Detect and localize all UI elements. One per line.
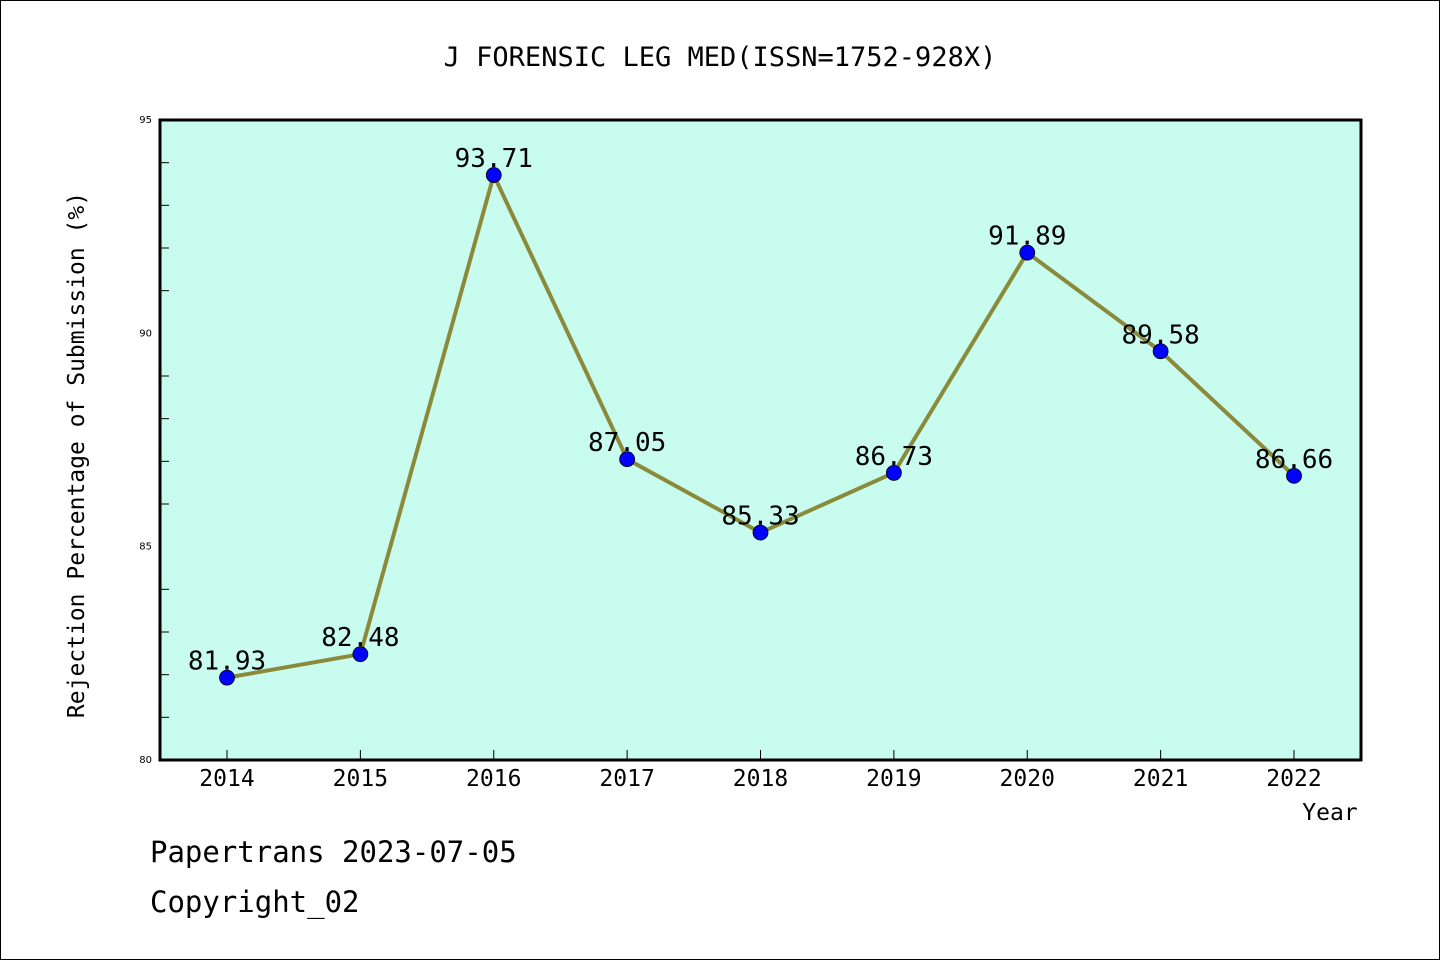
data-label: 82.48 <box>321 623 399 653</box>
data-label: 87.05 <box>588 428 666 458</box>
x-tick-label: 2021 <box>1133 766 1188 792</box>
x-tick-label: 2022 <box>1266 766 1321 792</box>
x-tick-label: 2017 <box>599 766 654 792</box>
x-tick-label: 2020 <box>1000 766 1055 792</box>
footer-source: Papertrans 2023-07-05 <box>150 835 517 869</box>
data-label: 86.73 <box>855 442 933 472</box>
data-point <box>1019 244 1036 261</box>
y-axis-label: Rejection Percentage of Submission (%) <box>64 192 90 718</box>
data-label: 81.93 <box>188 647 266 677</box>
footer-copyright: Copyright_02 <box>150 885 360 919</box>
data-label: 89.58 <box>1121 320 1199 350</box>
y-tick-label: 85 <box>139 542 152 553</box>
data-label: 86.66 <box>1255 445 1333 475</box>
y-tick-label: 90 <box>139 328 152 339</box>
data-label: 91.89 <box>988 222 1066 252</box>
x-tick-label: 2018 <box>733 766 788 792</box>
x-axis-ticks: 2014 2015 2016 2017 2018 2019 2020 2021 2022 <box>199 750 1322 792</box>
x-axis-label: Year <box>1302 800 1357 826</box>
x-tick-label: 2014 <box>199 766 254 792</box>
data-point <box>1286 467 1302 484</box>
data-point <box>885 464 902 481</box>
chart-title: J FORENSIC LEG MED(ISSN=1752-928X) <box>444 42 997 73</box>
data-label: 85.33 <box>721 502 799 532</box>
plot-border <box>158 118 1363 762</box>
data-label: 93.71 <box>455 144 533 174</box>
series-layer <box>219 167 1302 686</box>
data-point <box>352 646 369 663</box>
plot-area <box>160 120 1361 760</box>
data-point <box>485 167 502 183</box>
data-point <box>1152 343 1169 360</box>
x-tick-label: 2019 <box>866 766 921 792</box>
data-label-layer: 81.93 82.48 93.71 87.05 85.33 86.73 91.89 89.58… <box>188 144 1333 677</box>
data-point <box>752 524 769 541</box>
y-tick-label: 80 <box>139 755 152 766</box>
x-tick-label: 2015 <box>333 766 388 792</box>
x-tick-label: 2016 <box>466 766 521 792</box>
y-tick-label: 95 <box>139 115 152 126</box>
data-point <box>219 669 235 686</box>
data-point <box>619 451 636 468</box>
